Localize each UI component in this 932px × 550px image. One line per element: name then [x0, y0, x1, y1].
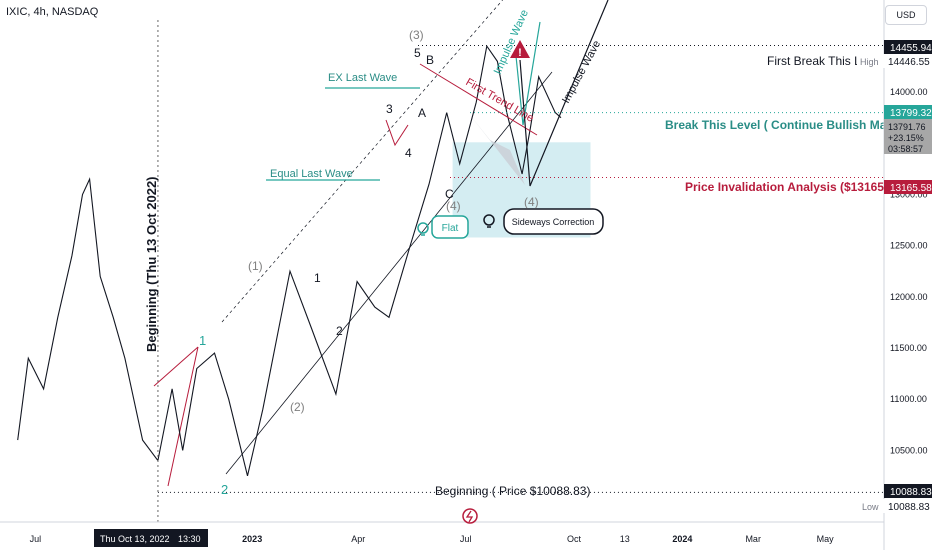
impulse-wave-black-label: Impulse Wave: [560, 39, 603, 106]
high-level-tag: 14455.94: [884, 40, 932, 54]
last-price-tag: 13799.32: [884, 105, 932, 119]
svg-text:13165.58: 13165.58: [890, 183, 932, 194]
alert-warning-icon: !: [510, 40, 530, 59]
price-series-line: [17, 44, 562, 477]
sideways-label: Sideways Correction: [512, 217, 595, 227]
invalidation-label: Price Invalidation Analysis ($13165.58): [685, 180, 905, 194]
elliott-channels: [153, 0, 553, 487]
x-tick-label: May: [817, 534, 835, 544]
first-trend-line-label: First Trend Line: [464, 76, 536, 125]
svg-text:10088.83: 10088.83: [888, 502, 930, 513]
x-tick-label: 13: [620, 534, 630, 544]
wave-label-s5: 5: [414, 46, 421, 60]
symbol-title[interactable]: IXIC, 4h, NASDAQ: [6, 6, 99, 18]
x-tick-label: Apr: [351, 534, 365, 544]
wave-label-s4: 4: [405, 146, 412, 160]
equal-last-wave-label: Equal Last Wave: [270, 168, 353, 180]
wave-label-c: C: [445, 187, 454, 201]
y-tick-label: 14000.00: [890, 87, 928, 97]
x-tick-label: 2024: [672, 534, 692, 544]
currency-button[interactable]: USD: [885, 5, 927, 25]
flat-bulb-icon: [417, 222, 429, 236]
wave-label-p4-target: (4): [524, 195, 539, 209]
wave-label-p3: (3): [409, 28, 424, 42]
invalidation-price-tag: 13165.58: [884, 180, 932, 194]
y-tick-label: 12500.00: [890, 241, 928, 251]
svg-text:13791.76: 13791.76: [888, 122, 926, 132]
y-tick-label: 11500.00: [890, 343, 927, 353]
svg-text:14446.55: 14446.55: [888, 57, 930, 68]
wave-label-p4: (4): [446, 199, 461, 213]
wave-labels: 1 2 (1) (2) (3) (4) (4) 1 2 3 4 5 A B C: [199, 28, 539, 497]
high-value-tag: High 14446.55: [857, 54, 932, 68]
x-tick-label: Jul: [460, 534, 472, 544]
wave-label-p1: (1): [248, 259, 263, 273]
wave-label-s1: 1: [314, 271, 321, 285]
break-level-label: Break This Level ( Continue Bullish Mark…: [665, 118, 912, 132]
x-tick-label: 2023: [242, 534, 262, 544]
svg-text:!: !: [518, 47, 522, 59]
svg-text:Low: Low: [862, 502, 879, 512]
y-tick-label: 13000.00: [890, 190, 928, 200]
x-tick-label: Mar: [745, 534, 761, 544]
beginning-vertical-label: Beginning (Thu 13 Oct 2022): [144, 176, 159, 352]
beginning-price-label: Beginning ( Price $10088.83): [435, 484, 590, 498]
wave-label-p2: (2): [290, 400, 305, 414]
flat-box: [431, 215, 469, 239]
wave-label-2-major: 2: [221, 482, 228, 497]
svg-text:+23.15%: +23.15%: [888, 133, 924, 143]
x-tick-label: Oct: [567, 534, 582, 544]
impulse-wave-teal-label: Impulse Wave: [492, 8, 531, 76]
crosshair-date-tag: Thu Oct 13, 2022 13:30: [94, 529, 208, 547]
x-tick-label: Jul: [30, 534, 42, 544]
low-value-tag: Low 10088.83: [857, 499, 932, 513]
svg-text:10088.83: 10088.83: [890, 487, 932, 498]
low-level-tag: 10088.83: [884, 484, 932, 498]
change-box: 13791.76 +23.15% 03:58:57: [884, 119, 932, 154]
overlay-drawings: [157, 0, 884, 493]
svg-text:03:58:57: 03:58:57: [888, 144, 923, 154]
lightning-event-icon[interactable]: [462, 508, 478, 524]
price-axis[interactable]: 10500.00 11000.00 11500.00 12000.00 12500.00…: [883, 0, 928, 550]
flat-label: Flat: [442, 223, 459, 234]
svg-text:Thu Oct 13, 2022: Thu Oct 13, 2022: [100, 534, 170, 544]
wave-label-1-major: 1: [199, 333, 206, 348]
wave-label-s3: 3: [386, 102, 393, 116]
svg-text:14455.94: 14455.94: [890, 43, 932, 54]
y-tick-label: 11000.00: [890, 394, 927, 404]
svg-text:High: High: [860, 57, 879, 67]
wave-label-a: A: [418, 106, 426, 120]
sideways-box: [503, 208, 604, 235]
ex-last-wave-label: EX Last Wave: [328, 72, 397, 84]
wave-label-b: B: [426, 53, 434, 67]
y-tick-label: 12000.00: [890, 292, 928, 302]
sideways-bulb-icon: [483, 214, 495, 228]
first-break-label: First Break This Le: [767, 54, 868, 68]
svg-text:13799.32: 13799.32: [890, 108, 932, 119]
y-tick-label: 10500.00: [890, 445, 928, 455]
wave-label-s2: 2: [336, 324, 343, 338]
svg-text:13:30: 13:30: [178, 534, 201, 544]
time-axis[interactable]: Jul 2023 Apr Jul Oct 13 2024 Mar May: [0, 521, 884, 544]
